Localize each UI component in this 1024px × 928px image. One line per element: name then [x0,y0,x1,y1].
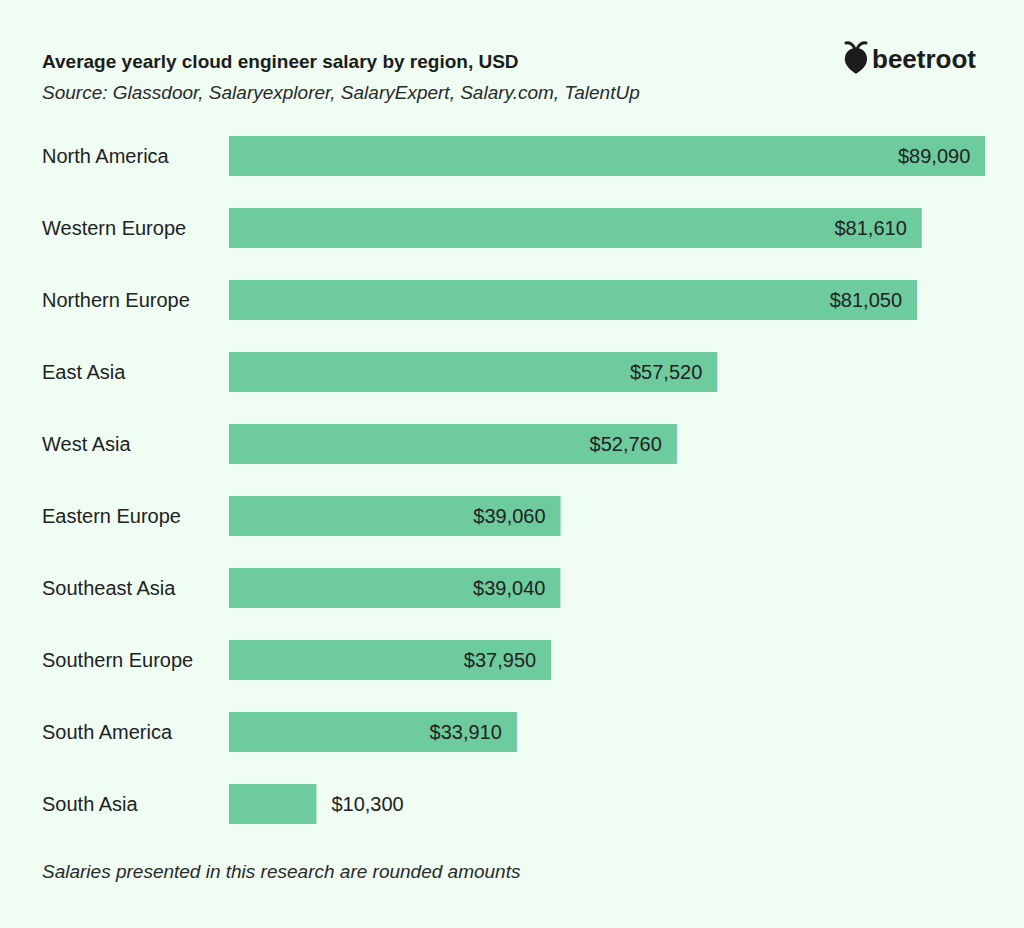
category-label: North America [42,145,170,167]
category-label: South Asia [42,793,139,815]
title: Average yearly cloud engineer salary by … [42,51,519,72]
bars [229,136,985,824]
bar [229,784,316,824]
data-label: $37,950 [464,649,536,671]
category-label: Southeast Asia [42,577,176,599]
bar [229,208,922,248]
logo-leaves [846,43,866,49]
background [0,0,1024,928]
subtitle: Source: Glassdoor, Salaryexplorer, Salar… [42,82,640,103]
category-label: South America [42,721,173,743]
data-label: $39,060 [473,505,545,527]
bar [229,352,717,392]
bar [229,280,917,320]
chart: Average yearly cloud engineer salary by … [0,0,1024,928]
bar [229,136,985,176]
chart-container: Average yearly cloud engineer salary by … [0,0,1024,928]
logo-text: beetroot [872,44,976,74]
data-label: $33,910 [430,721,502,743]
data-label: $57,520 [630,361,702,383]
logo-icon [845,48,867,74]
footnote: Salaries presented in this research are … [42,861,521,882]
category-label: Western Europe [42,217,186,239]
data-label: $39,040 [473,577,545,599]
category-label: Southern Europe [42,649,193,671]
data-label: $89,090 [898,145,970,167]
data-label: $81,050 [830,289,902,311]
bar [229,496,561,536]
labels: North America $89,090 Western Europe $81,61… [42,145,970,815]
category-label: West Asia [42,433,131,455]
category-label: Northern Europe [42,289,190,311]
data-label: $10,300 [331,793,403,815]
data-label: $52,760 [590,433,662,455]
bar [229,424,677,464]
category-label: Eastern Europe [42,505,181,527]
bar [229,712,517,752]
bar [229,640,551,680]
bar [229,568,560,608]
logo: beetroot [845,43,976,74]
category-label: East Asia [42,361,126,383]
page: {"chart_data": {"type": "bar", "orientat… [0,0,1024,928]
data-label: $81,610 [834,217,906,239]
